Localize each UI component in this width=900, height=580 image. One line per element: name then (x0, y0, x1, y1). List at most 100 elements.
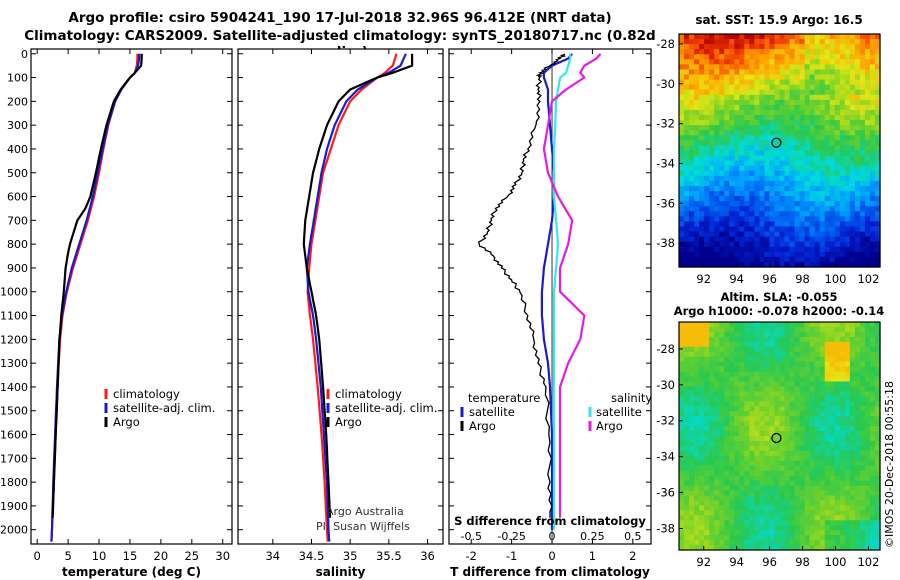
map-cell (714, 351, 720, 358)
map-cell (719, 520, 725, 526)
map-cell (769, 196, 776, 202)
map-cell (794, 221, 801, 228)
map-cell (864, 180, 871, 187)
map-cell (864, 120, 871, 126)
map-cell (699, 44, 705, 50)
map-cell (859, 465, 866, 472)
map-cell (709, 256, 715, 263)
map-cell (749, 391, 755, 397)
map-cell (774, 155, 781, 162)
map-cell (714, 431, 720, 437)
map-cell (709, 84, 715, 91)
map-cell (684, 351, 690, 358)
map-cell (854, 165, 861, 172)
map-cell (689, 431, 695, 437)
map-cell (729, 470, 735, 477)
map-cell (719, 226, 725, 233)
map-cell (794, 145, 801, 152)
map-cell (679, 366, 685, 373)
map-cell (864, 160, 871, 167)
map-cell (764, 89, 771, 96)
map-cell (859, 396, 866, 402)
map-cell (874, 64, 881, 71)
map-cell (814, 115, 821, 121)
map-cell (859, 530, 866, 536)
map-cell (689, 376, 695, 383)
map-cell (769, 89, 776, 96)
map-cell (819, 74, 826, 81)
map-cell (839, 145, 846, 152)
map-cell (809, 155, 816, 162)
map-cell (849, 175, 856, 182)
map-cell (874, 336, 881, 343)
map-cell (689, 104, 695, 111)
map-cell (829, 361, 836, 368)
map-cell (784, 120, 791, 126)
map-cell (804, 221, 811, 228)
map-cell (824, 540, 831, 546)
map-cell (694, 440, 700, 447)
map-cell (764, 450, 771, 457)
map-cell (809, 535, 816, 541)
map-cell (799, 155, 806, 162)
map-cell (849, 336, 856, 343)
map-cell (759, 371, 766, 378)
map-cell (809, 115, 816, 121)
map-cell (849, 211, 856, 217)
map-cell (774, 381, 781, 388)
map-cell (849, 69, 856, 76)
map-cell (814, 241, 821, 248)
map-cell (844, 246, 851, 253)
map-cell (869, 520, 876, 526)
map-cell (864, 54, 871, 60)
map-cell (694, 44, 700, 50)
map-cell (829, 241, 836, 248)
map-cell (719, 411, 725, 417)
map-cell (759, 170, 766, 177)
map-cell (849, 540, 856, 546)
map-cell (734, 226, 740, 233)
map-cell (854, 251, 861, 258)
map-cell (734, 185, 740, 192)
map-cell (724, 540, 730, 546)
map-cell (794, 535, 801, 541)
map-cell (739, 59, 745, 65)
map-cell (719, 470, 725, 477)
map-cell (819, 145, 826, 152)
map-cell (759, 366, 766, 373)
map-cell (864, 216, 871, 223)
map-cell (744, 185, 750, 192)
map-cell (794, 155, 801, 162)
map-cell (789, 236, 796, 243)
map-cell (864, 386, 871, 392)
map-cell (824, 515, 831, 521)
map-cell (744, 130, 750, 136)
map-cell (859, 346, 866, 353)
map-cell (699, 226, 705, 233)
map-cell (719, 64, 725, 71)
map-cell (729, 140, 735, 147)
map-cell (804, 500, 811, 506)
map-cell (764, 109, 771, 116)
map-cell (809, 206, 816, 212)
map-cell (869, 535, 876, 541)
map-cell (759, 175, 766, 182)
map-cell (749, 445, 755, 452)
map-cell (829, 515, 836, 521)
map-cell (814, 490, 821, 497)
map-cell (854, 236, 861, 243)
map-cell (859, 256, 866, 263)
map-cell (814, 256, 821, 263)
map-cell (699, 39, 705, 45)
map-cell (834, 145, 841, 152)
map-cell (864, 520, 871, 526)
map-cell (719, 44, 725, 50)
map-cell (804, 540, 811, 546)
map-cell (704, 490, 710, 497)
map-cell (699, 515, 705, 521)
legend-title-temperature: temperature (468, 391, 540, 405)
map-cell (749, 231, 755, 238)
map-cell (779, 530, 786, 536)
map-cell (834, 510, 841, 516)
map-cell (699, 155, 705, 162)
